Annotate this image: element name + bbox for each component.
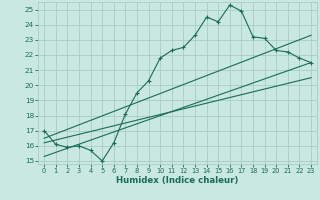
X-axis label: Humidex (Indice chaleur): Humidex (Indice chaleur) [116, 176, 239, 185]
